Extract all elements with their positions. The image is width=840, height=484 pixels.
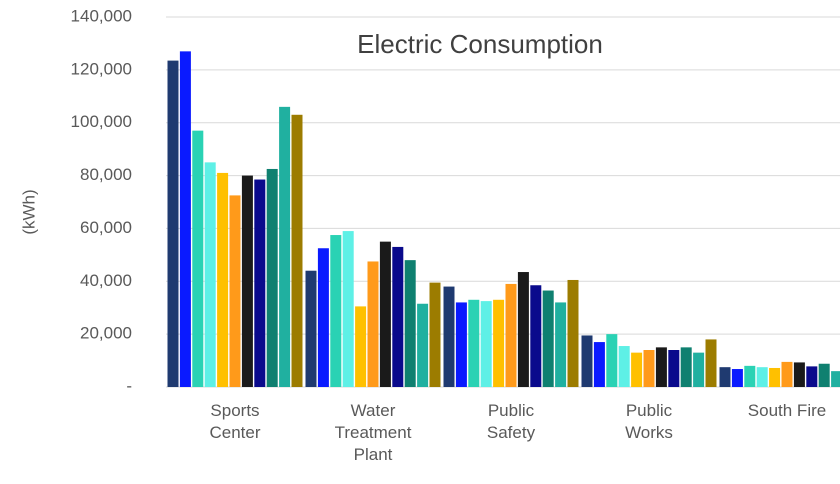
- bar: [217, 172, 229, 387]
- bar: [404, 260, 416, 387]
- x-tick-label: Water Treatment Plant: [334, 401, 412, 464]
- bar: [831, 371, 840, 387]
- bar: [317, 248, 329, 387]
- bar: [793, 362, 805, 387]
- bar: [305, 270, 317, 387]
- bar: [756, 367, 768, 387]
- bar: [229, 195, 241, 387]
- x-tick-label: Public Safety: [486, 401, 536, 442]
- bar: [505, 283, 517, 387]
- bar: [330, 235, 342, 387]
- bar: [593, 342, 605, 387]
- bar: [655, 347, 667, 387]
- bar: [781, 361, 793, 387]
- bar: [367, 261, 379, 387]
- bar: [517, 272, 529, 387]
- bar: [204, 162, 216, 387]
- bar: [719, 367, 731, 387]
- y-tick-label: 120,000: [71, 59, 132, 78]
- x-tick-label: Public Works: [625, 401, 673, 442]
- bar: [542, 290, 554, 387]
- bar: [480, 301, 492, 387]
- chart-title: Electric Consumption: [357, 29, 603, 59]
- bar: [643, 350, 655, 387]
- bar: [731, 369, 743, 387]
- bar: [693, 352, 705, 387]
- bar: [631, 352, 643, 387]
- bar: [379, 241, 391, 387]
- bar: [342, 231, 354, 387]
- bar: [493, 299, 505, 387]
- y-axis-label: (kWh): [19, 189, 38, 234]
- bar: [555, 302, 567, 387]
- bar: [291, 114, 303, 388]
- bar: [167, 60, 179, 387]
- bar: [179, 51, 191, 387]
- bar: [806, 366, 818, 387]
- bar: [355, 306, 367, 387]
- y-tick-label: 100,000: [71, 112, 132, 131]
- bar: [254, 179, 266, 387]
- bar: [279, 106, 291, 387]
- bar: [443, 286, 455, 387]
- y-tick-label: -: [126, 376, 132, 395]
- x-tick-label: Sports Center: [209, 401, 261, 442]
- bar: [581, 335, 593, 387]
- bar: [468, 299, 480, 387]
- y-tick-label: 140,000: [71, 6, 132, 25]
- bar: [241, 175, 253, 387]
- bar: [818, 363, 830, 387]
- x-tick-label: South Fire: [747, 401, 827, 420]
- bar: [392, 246, 404, 387]
- bar: [618, 346, 630, 387]
- bar: [668, 350, 680, 387]
- bar: [705, 339, 717, 387]
- bar: [606, 334, 618, 387]
- bar: [429, 282, 441, 387]
- y-tick-label: 40,000: [80, 271, 132, 290]
- y-tick-label: 60,000: [80, 218, 132, 237]
- bar: [417, 303, 429, 387]
- bar: [680, 347, 692, 387]
- bar: [769, 367, 781, 387]
- bar: [744, 365, 756, 387]
- y-tick-label: 80,000: [80, 165, 132, 184]
- bar: [266, 168, 278, 387]
- y-tick-label: 20,000: [80, 324, 132, 343]
- bar: [530, 285, 542, 387]
- bar: [192, 130, 204, 387]
- bar: [567, 279, 579, 387]
- bar: [455, 302, 467, 387]
